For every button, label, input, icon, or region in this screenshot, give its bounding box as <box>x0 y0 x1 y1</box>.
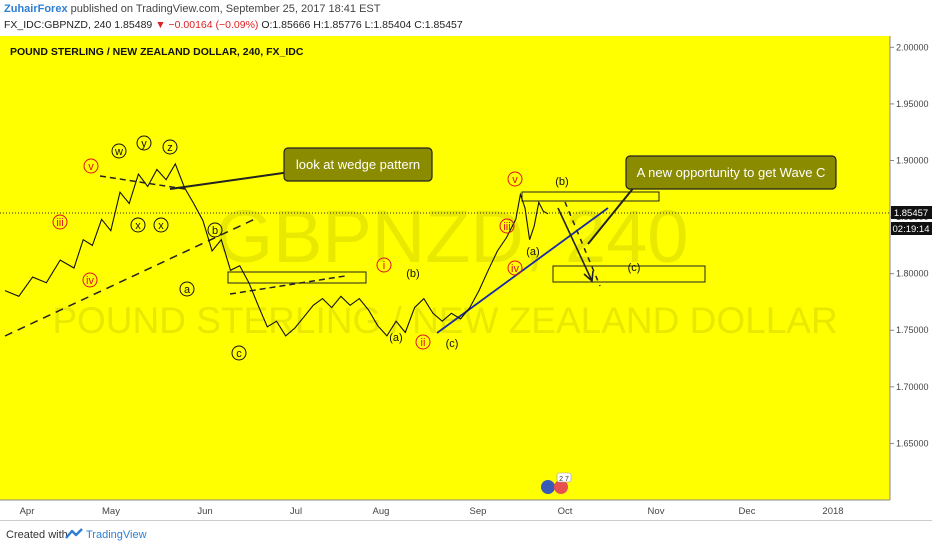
wave-label: c <box>236 348 242 360</box>
x-tick-label: Jun <box>197 506 212 517</box>
events-icon[interactable]: 2 7 <box>541 472 572 494</box>
y-tick-label: 1.75000 <box>896 325 929 335</box>
wave-label: i <box>383 260 385 272</box>
wave-label: z <box>167 142 173 154</box>
y-tick-label: 1.80000 <box>896 269 929 279</box>
time-axis <box>0 500 890 520</box>
x-axis-ticks: Apr May Jun Jul Aug Sep Oct Nov Dec 2018 <box>20 506 844 517</box>
last-price: 1.85489 <box>114 19 153 31</box>
price-axis <box>890 36 932 520</box>
wave-label: ii <box>421 337 426 349</box>
watermark-symbol: GBPNZD, 240 <box>216 195 689 278</box>
price-chart[interactable]: GBPNZD, 240 POUND STERLING / NEW ZEALAND… <box>0 36 932 520</box>
watermark-name: POUND STERLING / NEW ZEALAND DOLLAR <box>52 300 837 341</box>
publish-header: ZuhairForex published on TradingView.com… <box>0 0 932 36</box>
countdown-badge-text: 02:19:14 <box>893 224 930 235</box>
x-tick-label: 2018 <box>822 506 843 517</box>
zone-boxes <box>227 191 706 284</box>
x-tick-label: Nov <box>648 506 665 517</box>
wave-label: x <box>135 220 141 232</box>
x-tick-label: Sep <box>470 506 487 517</box>
callout-wave-c-text: A new opportunity to get Wave C <box>637 165 826 180</box>
y-tick-label: 1.65000 <box>896 438 929 448</box>
wave-label: (a) <box>389 332 402 344</box>
symbol-label: FX_IDC:GBPNZD, 240 <box>4 19 112 31</box>
chart-title: POUND STERLING / NEW ZEALAND DOLLAR, 240… <box>10 46 304 58</box>
wave-label: w <box>114 146 123 158</box>
wave-label: iii <box>503 221 510 233</box>
price-badge-text: 1.85457 <box>894 208 928 219</box>
watermark: GBPNZD, 240 POUND STERLING / NEW ZEALAND… <box>52 195 837 341</box>
y-tick-label: 1.70000 <box>896 382 929 392</box>
y-tick-label: 2.00000 <box>896 42 929 52</box>
x-tick-label: Oct <box>558 506 573 517</box>
zone-box-june <box>227 271 367 284</box>
author-link[interactable]: ZuhairForex <box>4 3 68 15</box>
wave-label: (c) <box>628 262 641 274</box>
zone-box-b <box>521 191 660 202</box>
x-tick-label: Aug <box>373 506 390 517</box>
wave-label: x <box>158 220 164 232</box>
publish-info: ZuhairForex published on TradingView.com… <box>4 3 380 15</box>
x-tick-label: Jul <box>290 506 302 517</box>
wave-label: iii <box>56 217 63 229</box>
published-text: published on TradingView.com, September … <box>70 3 381 15</box>
ohlc-values: O:1.85666 H:1.85776 L:1.85404 C:1.85457 <box>261 19 463 31</box>
wave-label: iv <box>86 275 94 287</box>
wave-label: y <box>141 138 147 150</box>
wave-label: (a) <box>526 246 539 258</box>
callout-wedge-text: look at wedge pattern <box>296 157 420 172</box>
tradingview-link[interactable]: TradingView <box>86 529 147 541</box>
wedge-upper-trendline <box>99 175 186 190</box>
pattern-lines <box>4 175 601 337</box>
symbol-info: FX_IDC:GBPNZD, 240 1.85489 ▼ −0.00164 (−… <box>4 19 463 31</box>
zone-box-c <box>552 265 706 283</box>
wave-label: v <box>88 161 94 173</box>
wave-label: v <box>512 174 518 186</box>
y-tick-label: 1.95000 <box>896 99 929 109</box>
price-badge <box>891 206 932 219</box>
x-tick-label: May <box>102 506 120 517</box>
tradingview-logo-icon[interactable] <box>64 527 84 546</box>
price-line <box>4 162 549 337</box>
wave-label: (b) <box>555 176 568 188</box>
price-change: ▼ −0.00164 (−0.09%) <box>155 19 259 31</box>
projection-arrow <box>557 207 594 283</box>
wave-label: b <box>212 225 218 237</box>
wedge-lower-trendline <box>4 218 256 337</box>
countdown-badge <box>891 222 932 235</box>
wave-label: (c) <box>446 338 459 350</box>
x-tick-label: Apr <box>20 506 35 517</box>
callout-wave-c: A new opportunity to get Wave C <box>587 155 837 245</box>
created-with-text: Created with <box>6 529 68 541</box>
callout-wedge: look at wedge pattern <box>169 147 433 190</box>
svg-text:2 7: 2 7 <box>559 476 569 483</box>
footer: Created with TradingView <box>0 520 932 551</box>
y-tick-label: 1.90000 <box>896 155 929 165</box>
plot-background <box>0 36 890 500</box>
wave-label: iv <box>511 263 519 275</box>
wave-label: (b) <box>406 268 419 280</box>
x-tick-label: Dec <box>739 506 756 517</box>
wave-labels: v w y z x x iii iv b a c i (b) (a) ii (c… <box>52 135 641 361</box>
wave-label: a <box>184 284 191 296</box>
